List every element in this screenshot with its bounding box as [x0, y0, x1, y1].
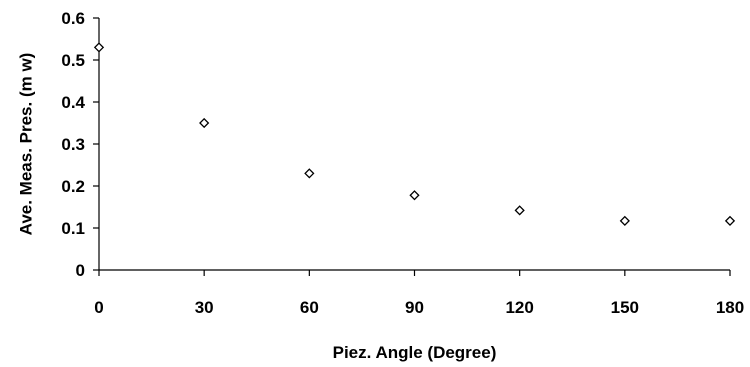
y-tick-label: 0	[76, 261, 85, 280]
data-point	[304, 168, 315, 179]
y-axis-title: Ave. Meas. Pres. (m w)	[16, 53, 35, 236]
x-tick-label: 60	[300, 298, 319, 317]
x-ticks: 0 30 60 90 120 150 180	[94, 270, 744, 317]
data-point	[514, 205, 525, 216]
x-tick-label: 150	[611, 298, 639, 317]
y-tick-label: 0.4	[61, 93, 85, 112]
data-point	[199, 117, 210, 129]
x-tick-label: 90	[405, 298, 424, 317]
axes	[98, 18, 730, 271]
y-ticks: 0 0.1 0.2 0.3 0.4 0.5 0.6	[61, 9, 99, 280]
data-point	[619, 215, 630, 226]
data-point	[93, 42, 105, 53]
y-tick-label: 0.6	[61, 9, 85, 28]
y-tick-label: 0.1	[61, 219, 85, 238]
data-point	[724, 215, 736, 226]
y-tick-label: 0.5	[61, 51, 85, 70]
x-tick-label: 180	[716, 298, 744, 317]
x-tick-label: 120	[505, 298, 533, 317]
x-tick-label: 30	[195, 298, 214, 317]
data-point	[409, 190, 420, 201]
x-axis-title: Piez. Angle (Degree)	[333, 343, 497, 362]
data-points	[93, 42, 736, 226]
y-tick-label: 0.3	[61, 135, 85, 154]
y-tick-label: 0.2	[61, 177, 85, 196]
x-tick-label: 0	[94, 298, 103, 317]
